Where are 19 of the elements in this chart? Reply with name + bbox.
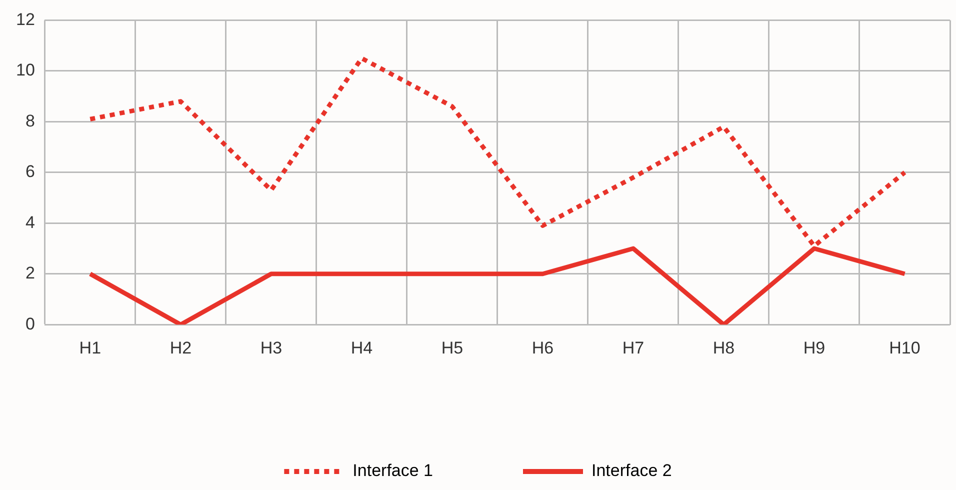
y-tick-label: 2: [25, 264, 35, 283]
x-tick-label: H2: [170, 338, 192, 358]
x-tick-label: H10: [889, 338, 920, 358]
legend-label: Interface 1: [352, 461, 433, 480]
x-tick-label: H3: [260, 338, 282, 358]
x-tick-label: H6: [532, 338, 554, 358]
y-tick-label: 4: [25, 212, 35, 232]
x-tick-label: H9: [803, 338, 826, 358]
x-tick-label: H5: [441, 338, 464, 358]
y-tick-label: 6: [25, 162, 35, 182]
y-tick-label: 10: [16, 60, 35, 80]
y-tick-label: 8: [25, 111, 35, 130]
legend-label: Interface 2: [592, 461, 672, 480]
x-tick-label: H4: [350, 338, 373, 358]
x-tick-label: H8: [712, 338, 735, 358]
y-tick-label: 0: [25, 314, 35, 334]
x-tick-label: H7: [622, 338, 644, 358]
y-tick-label: 12: [16, 10, 35, 29]
x-tick-label: H1: [79, 338, 102, 358]
